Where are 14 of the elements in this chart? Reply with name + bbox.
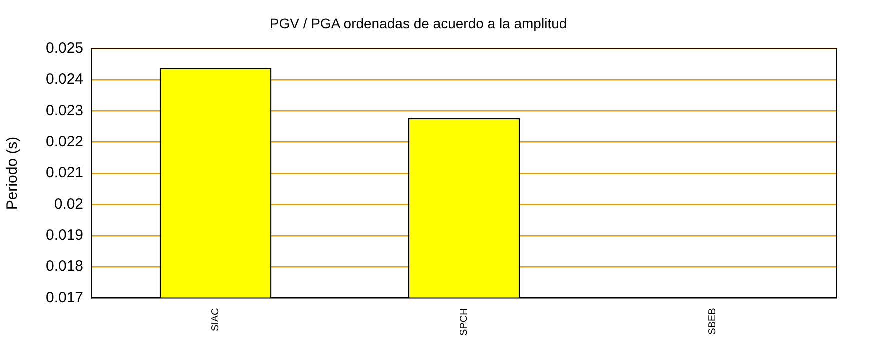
y-tick-label: 0.018	[46, 258, 84, 276]
y-tick-label: 0.025	[46, 40, 84, 57]
y-axis-title: Periodo (s)	[4, 136, 22, 210]
y-tick-label: 0.022	[46, 133, 84, 150]
y-tick-label: 0.023	[46, 102, 84, 120]
y-tick-label: 0.024	[46, 71, 84, 88]
y-tick-label: 0.021	[46, 164, 84, 182]
y-tick-label: 0.02	[54, 196, 84, 213]
chart-title: PGV / PGA ordenadas de acuerdo a la amplitud	[270, 15, 568, 32]
x-tick-label: SPCH	[459, 308, 470, 336]
y-tick-label: 0.019	[46, 227, 84, 244]
y-tick-label: 0.017	[46, 289, 84, 306]
x-tick-label: SBEB	[708, 308, 719, 335]
x-tick-label: SIAC	[210, 308, 222, 332]
